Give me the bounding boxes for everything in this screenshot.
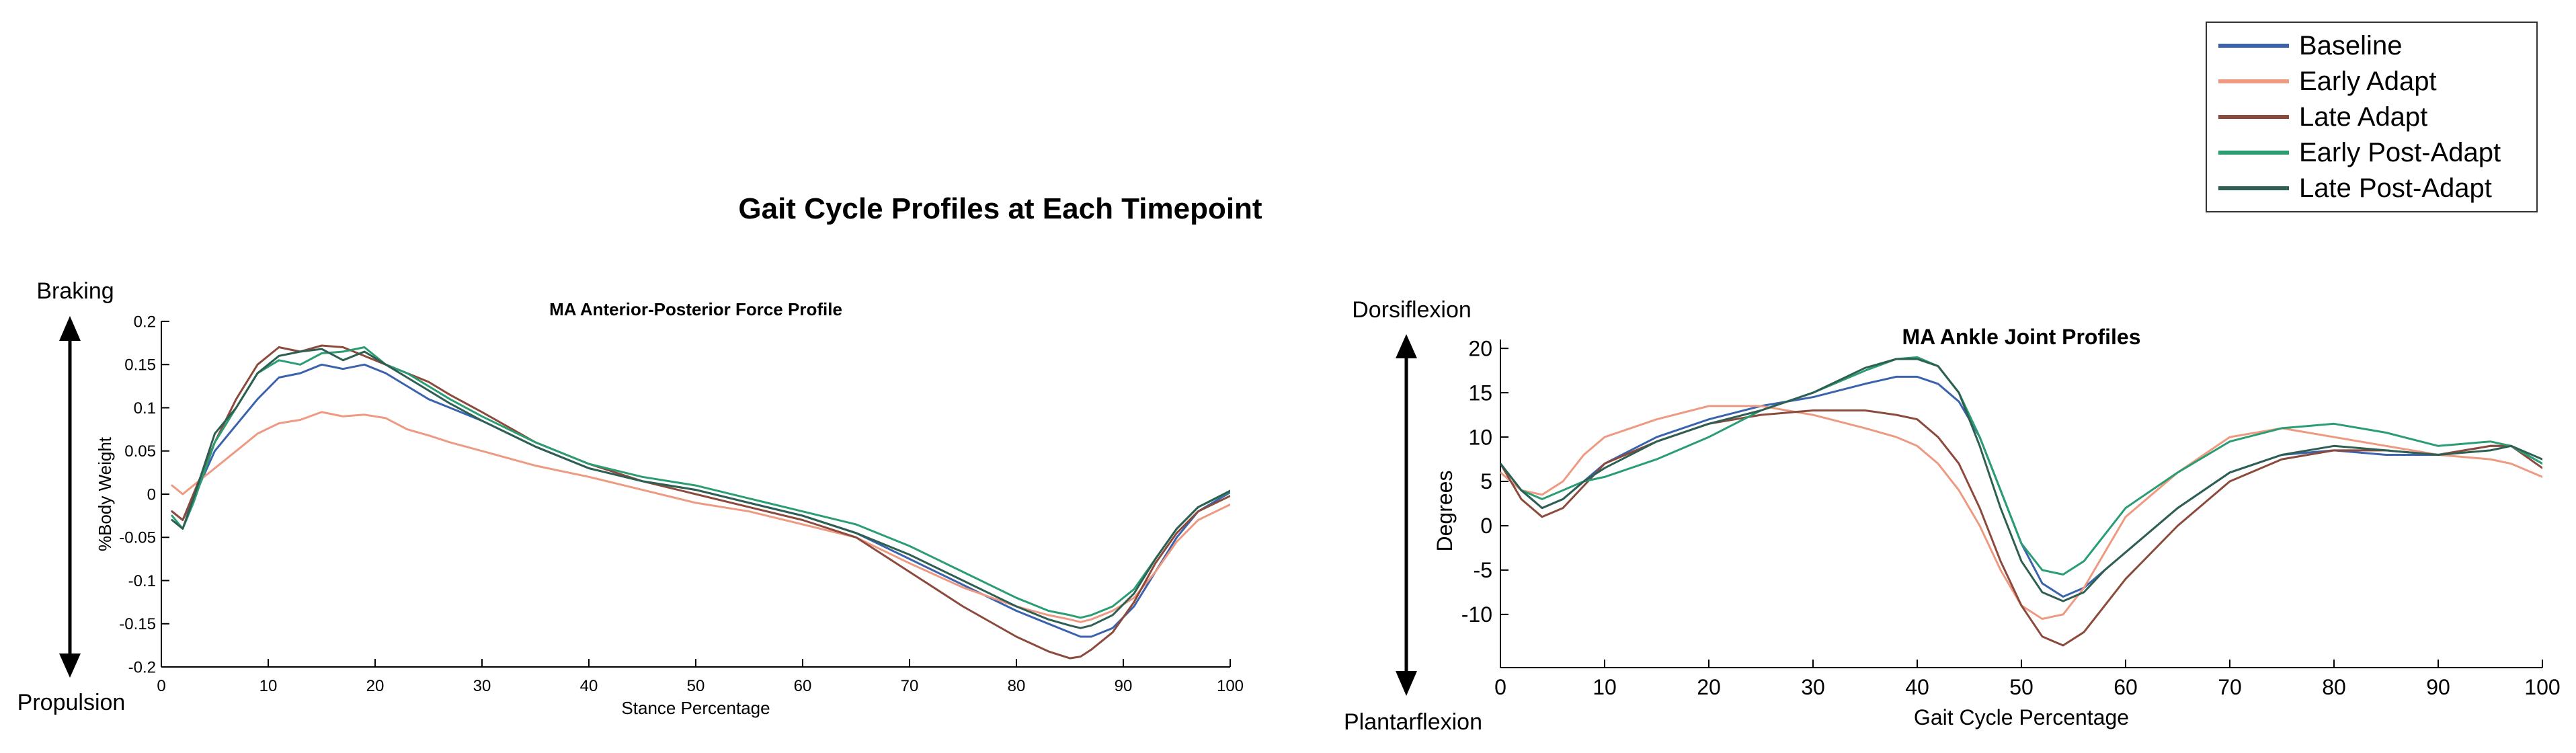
y-tick-label: 0.1 [134, 399, 156, 418]
x-tick-label: 80 [1008, 677, 1026, 695]
y-tick-label: 0.2 [134, 313, 156, 331]
x-tick-label: 50 [687, 677, 705, 695]
y-tick-label: 0 [147, 485, 156, 504]
series-line-baseline [1500, 375, 2542, 598]
chart-ankle-joint: MA Ankle Joint Profiles 0 10 20 30 40 50 60 70 8… [1433, 325, 2561, 729]
x-tick-label: 90 [1115, 677, 1133, 695]
x-axis-label: Stance Percentage [621, 698, 770, 718]
x-tick-label: 30 [1801, 675, 1825, 699]
arrow-down-icon [59, 653, 81, 678]
chart-ap-force: MA Anterior-Posterior Force Profile 0 10 2… [95, 299, 1244, 718]
legend-label: Early Adapt [2299, 67, 2437, 96]
series-line-late-post-adapt [1500, 358, 2542, 602]
arrow-down-icon [1396, 671, 1417, 696]
legend-label: Baseline [2299, 31, 2402, 61]
y-tick-label: -5 [1474, 558, 1492, 582]
series-line-late-post-adapt [171, 348, 1230, 629]
x-tick-label: 0 [157, 677, 165, 695]
x-tick-label: 100 [1217, 677, 1244, 695]
x-tick-label: 60 [2114, 675, 2138, 699]
x-tick-label: 10 [259, 677, 278, 695]
y-tick-label: -0.1 [128, 572, 156, 590]
x-tick-label: 70 [901, 677, 919, 695]
braking-label: Braking [36, 278, 114, 304]
x-tick-label: 0 [1494, 675, 1506, 699]
figure-title: Gait Cycle Profiles at Each Timepoint [738, 192, 1262, 225]
series-line-baseline [171, 363, 1230, 638]
series-line-late-adapt [171, 344, 1230, 660]
y-tick-label: 0 [1480, 514, 1492, 538]
y-axis-label: %Body Weight [95, 436, 115, 551]
y-tick-label: 15 [1468, 381, 1492, 405]
series-line-early-adapt [1500, 405, 2542, 620]
y-tick-label: 0.05 [124, 442, 156, 461]
x-tick-label: 20 [366, 677, 385, 695]
legend: Baseline Early Adapt Late Adapt Early Post-… [2206, 22, 2538, 212]
x-tick-label: 40 [1905, 675, 1929, 699]
series-line-early-post-adapt [1500, 356, 2542, 576]
x-tick-label: 50 [2009, 675, 2034, 699]
x-tick-label: 10 [1593, 675, 1617, 699]
x-tick-label: 70 [2218, 675, 2242, 699]
x-tick-label: 30 [473, 677, 491, 695]
x-tick-label: 40 [580, 677, 598, 695]
y-tick-label: 20 [1468, 336, 1492, 360]
chart-title: MA Ankle Joint Profiles [1902, 325, 2140, 349]
left-annotation: Braking Propulsion [17, 278, 126, 715]
x-tick-label: 20 [1697, 675, 1721, 699]
series-line-early-post-adapt [171, 346, 1230, 619]
x-tick-label: 90 [2426, 675, 2450, 699]
x-tick-label: 100 [2524, 675, 2560, 699]
y-axis-label: Degrees [1433, 471, 1457, 552]
y-tick-label: -0.15 [119, 615, 156, 633]
arrow-up-icon [1396, 334, 1417, 358]
y-tick-label: -0.05 [119, 529, 156, 547]
y-tick-label: -10 [1461, 602, 1492, 627]
dorsiflexion-label: Dorsiflexion [1352, 297, 1472, 323]
x-tick-label: 80 [2322, 675, 2346, 699]
chart-title: MA Anterior-Posterior Force Profile [549, 299, 842, 319]
legend-label: Late Adapt [2299, 102, 2427, 132]
arrow-up-icon [59, 316, 81, 341]
legend-label: Late Post-Adapt [2299, 173, 2492, 203]
right-annotation: Dorsiflexion Plantarflexion [1344, 297, 1482, 735]
y-tick-label: 5 [1480, 469, 1492, 493]
series-line-early-adapt [171, 411, 1230, 623]
propulsion-label: Propulsion [17, 690, 126, 715]
x-tick-label: 60 [794, 677, 812, 695]
plantarflexion-label: Plantarflexion [1344, 709, 1482, 735]
y-tick-label: 10 [1468, 425, 1492, 449]
y-tick-label: -0.2 [128, 658, 156, 676]
legend-label: Early Post-Adapt [2299, 138, 2501, 167]
x-axis-label: Gait Cycle Percentage [1914, 705, 2129, 729]
series-line-late-adapt [1500, 409, 2542, 647]
y-tick-label: 0.15 [124, 356, 156, 374]
